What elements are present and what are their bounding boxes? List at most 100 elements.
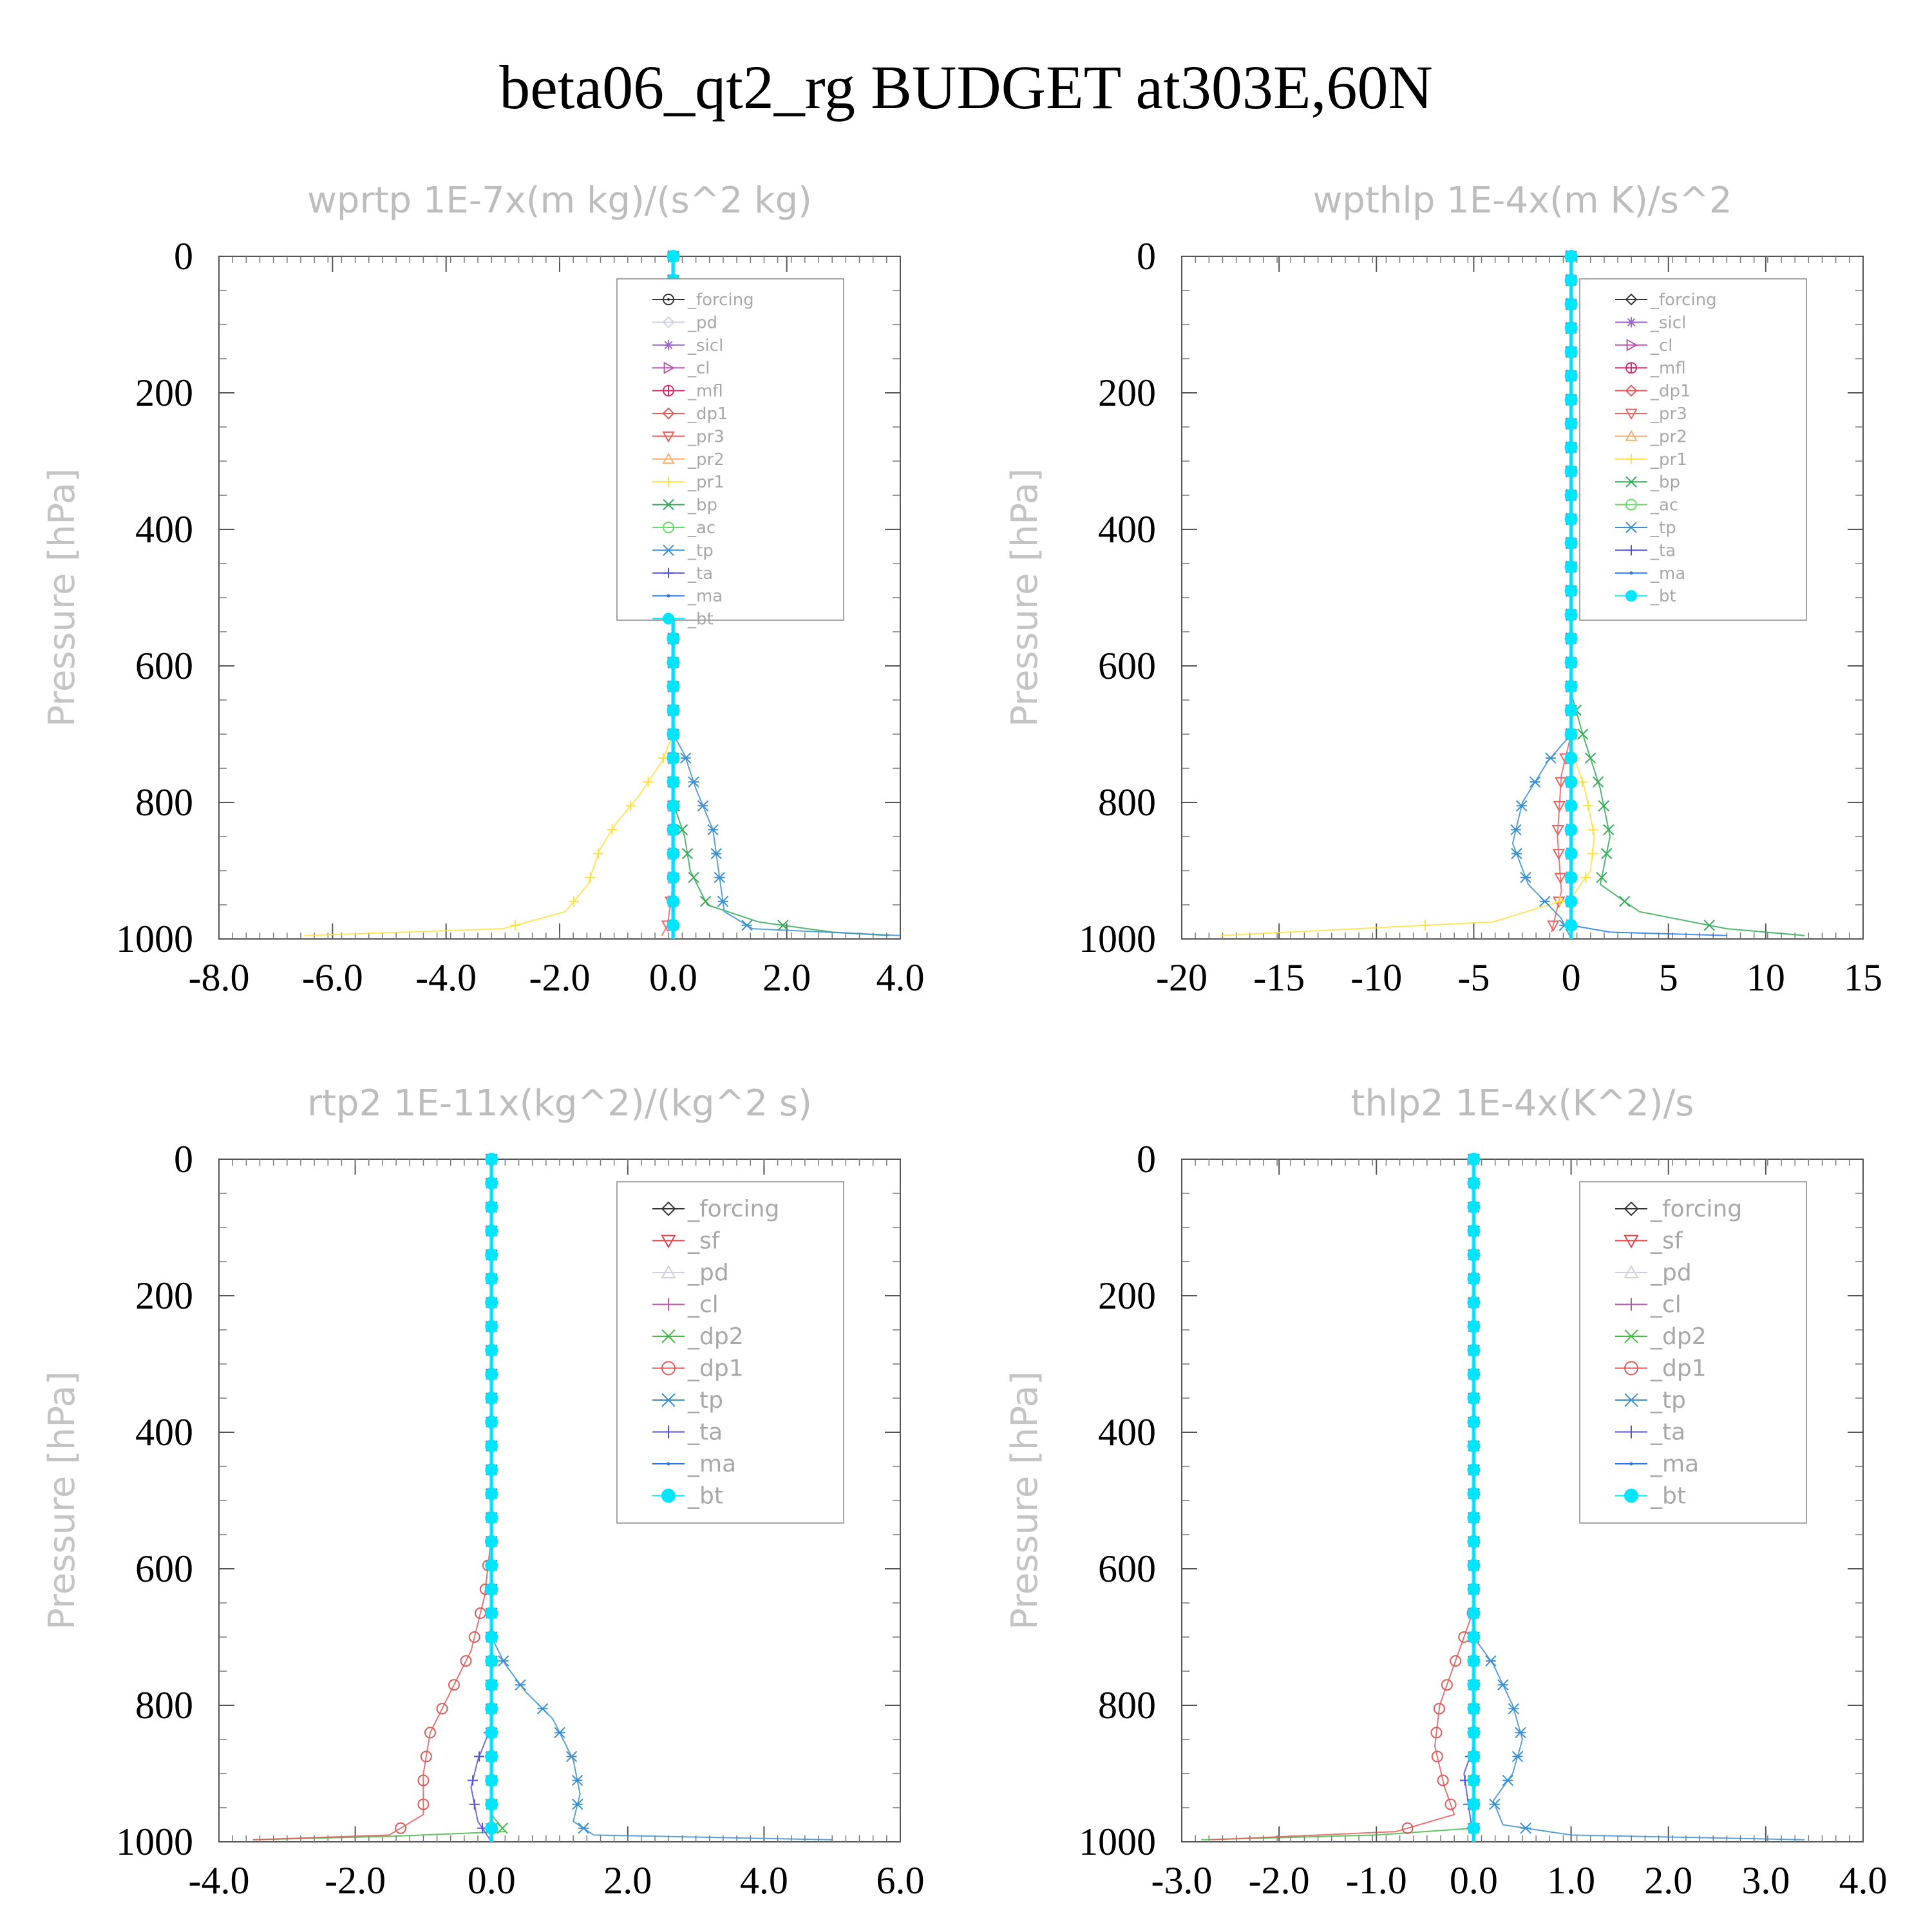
legend-label: _forcing — [1650, 1196, 1742, 1222]
legend-label: _bp — [687, 496, 717, 515]
panel-title: wprtp 1E-7x(m kg)/(s^2 kg) — [307, 180, 812, 222]
legend-label: _pr3 — [1650, 404, 1687, 424]
legend-label: _pr2 — [687, 450, 724, 469]
series-bt — [485, 1153, 498, 1842]
chart-panel-4: thlp2 1E-4x(K^2)/s Pressure [hPa] -3.0 -2.0… — [1004, 1083, 1888, 1902]
y-tick-label: 1000 — [116, 1821, 193, 1863]
y-tick-label: 200 — [1098, 1274, 1156, 1317]
legend-label: _cl — [1650, 1292, 1681, 1318]
legend-item-bt: _bt — [652, 1483, 723, 1510]
legend-item-dp1: _dp1 — [652, 1356, 744, 1382]
legend-item-pr3: _pr3 — [1615, 404, 1687, 424]
x-tick-label: 1.0 — [1547, 1859, 1595, 1902]
series-dp2 — [252, 1153, 508, 1841]
y-tick-label: 1000 — [1079, 918, 1156, 960]
legend-label: _dp1 — [687, 1356, 744, 1382]
legend-label: _tp — [687, 1387, 723, 1414]
legend-item-ma: _ma — [1615, 1451, 1699, 1477]
x-tick-label: -2.0 — [529, 956, 591, 999]
x-tick-label: 0.0 — [649, 956, 697, 999]
legend-item-cl: _cl — [1615, 336, 1673, 355]
series-line — [1201, 1159, 1475, 1841]
legend-label: _pr2 — [1650, 427, 1687, 446]
legend-item-sicl: _sicl — [652, 336, 723, 355]
series-line — [1211, 1159, 1475, 1841]
legend: _forcing _pd _sicl _cl _mfl _dp1 _pr3 _pr2 _pr1 _… — [616, 278, 844, 629]
legend-label: _dp2 — [687, 1323, 744, 1350]
x-tick-label: -4.0 — [189, 1859, 250, 1902]
legend-label: _bt — [1650, 1483, 1686, 1510]
legend-item-tp: _tp — [652, 541, 714, 560]
y-tick-label: 600 — [1098, 1548, 1156, 1590]
x-tick-label: -6.0 — [302, 956, 363, 999]
legend-item-pr2: _pr2 — [652, 450, 724, 469]
legend-item-sf: _sf — [1615, 1228, 1683, 1255]
legend-item-ta: _ta — [1615, 541, 1676, 560]
y-tick-label: 400 — [1098, 1411, 1156, 1454]
x-tick-label: 2.0 — [1644, 1859, 1692, 1902]
legend-item-pr2: _pr2 — [1615, 427, 1687, 446]
legend-item-dp2: _dp2 — [652, 1323, 744, 1350]
legend-label: _dp1 — [687, 404, 728, 424]
legend-label: _bp — [1650, 473, 1680, 492]
y-tick-label: 1000 — [1079, 1821, 1156, 1863]
series-line — [1511, 256, 1572, 940]
legend-label: _tp — [687, 541, 714, 560]
legend-item-tp: _tp — [1615, 1387, 1686, 1414]
legend-box — [616, 278, 844, 621]
legend-label: _mfl — [687, 382, 723, 401]
x-tick-label: 3.0 — [1741, 1859, 1790, 1902]
legend-item-forcing: _forcing — [652, 290, 754, 310]
panel-title: thlp2 1E-4x(K^2)/s — [1351, 1083, 1694, 1124]
x-tick-label: -2.0 — [325, 1859, 386, 1902]
legend-item-ta: _ta — [652, 1419, 723, 1446]
legend-item-bt: _bt — [1615, 1483, 1686, 1510]
legend-item-pd: _pd — [652, 1260, 729, 1286]
legend-item-pr1: _pr1 — [652, 473, 724, 492]
x-tick-label: -10 — [1350, 956, 1402, 999]
legend-label: _bt — [687, 610, 714, 629]
legend-label: _ac — [1650, 496, 1678, 515]
legend-label: _ta — [1650, 541, 1676, 560]
legend-item-sf: _sf — [652, 1228, 721, 1255]
legend-item-ac: _ac — [1615, 496, 1678, 515]
legend-label: _pd — [1650, 1260, 1692, 1286]
panel-title: rtp2 1E-11x(kg^2)/(kg^2 s) — [307, 1083, 812, 1124]
legend-label: _dp2 — [1650, 1323, 1707, 1350]
legend-item-mfl: _mfl — [1615, 359, 1686, 378]
legend-item-bt: _bt — [1615, 587, 1676, 606]
page-title: beta06_qt2_rg BUDGET at303E,60N — [499, 53, 1433, 122]
legend-label: _ta — [687, 564, 713, 583]
x-tick-label: -15 — [1253, 956, 1305, 999]
legend-label: _ma — [1650, 1451, 1699, 1477]
series-bt — [1564, 250, 1578, 939]
x-tick-label: 0 — [1562, 956, 1581, 999]
legend-label: _sf — [687, 1228, 721, 1255]
x-tick-label: 0.0 — [1450, 1859, 1498, 1902]
panel-title: wpthlp 1E-4x(m K)/s^2 — [1312, 180, 1732, 222]
legend-label: _dp1 — [1650, 1356, 1707, 1382]
x-tick-label: -5 — [1457, 956, 1490, 999]
y-axis-label: Pressure [hPa] — [1004, 468, 1046, 727]
y-tick-label: 200 — [135, 372, 193, 414]
legend-item-ta: _ta — [652, 564, 713, 583]
x-tick-label: -4.0 — [415, 956, 477, 999]
legend-label: _pd — [687, 1260, 729, 1286]
legend-label: _bt — [687, 1483, 723, 1510]
x-tick-label: -20 — [1156, 956, 1208, 999]
y-axis-label: Pressure [hPa] — [41, 468, 83, 727]
legend-label: _cl — [687, 359, 710, 378]
legend-label: _ma — [1650, 564, 1685, 583]
x-tick-label: 5 — [1659, 956, 1678, 999]
y-tick-label: 400 — [135, 1411, 193, 1454]
legend-item-pd: _pd — [1615, 1260, 1692, 1286]
x-tick-label: -2.0 — [1249, 1859, 1310, 1902]
x-tick-label: 2.0 — [762, 956, 811, 999]
series-line — [470, 1159, 493, 1842]
y-tick-label: 600 — [135, 1548, 193, 1590]
legend-item-forcing: _forcing — [1615, 290, 1717, 310]
legend-label: _ma — [687, 587, 723, 606]
legend-item-ta: _ta — [1615, 1419, 1685, 1446]
y-tick-label: 0 — [174, 235, 193, 278]
legend-item-pd: _pd — [652, 313, 717, 332]
